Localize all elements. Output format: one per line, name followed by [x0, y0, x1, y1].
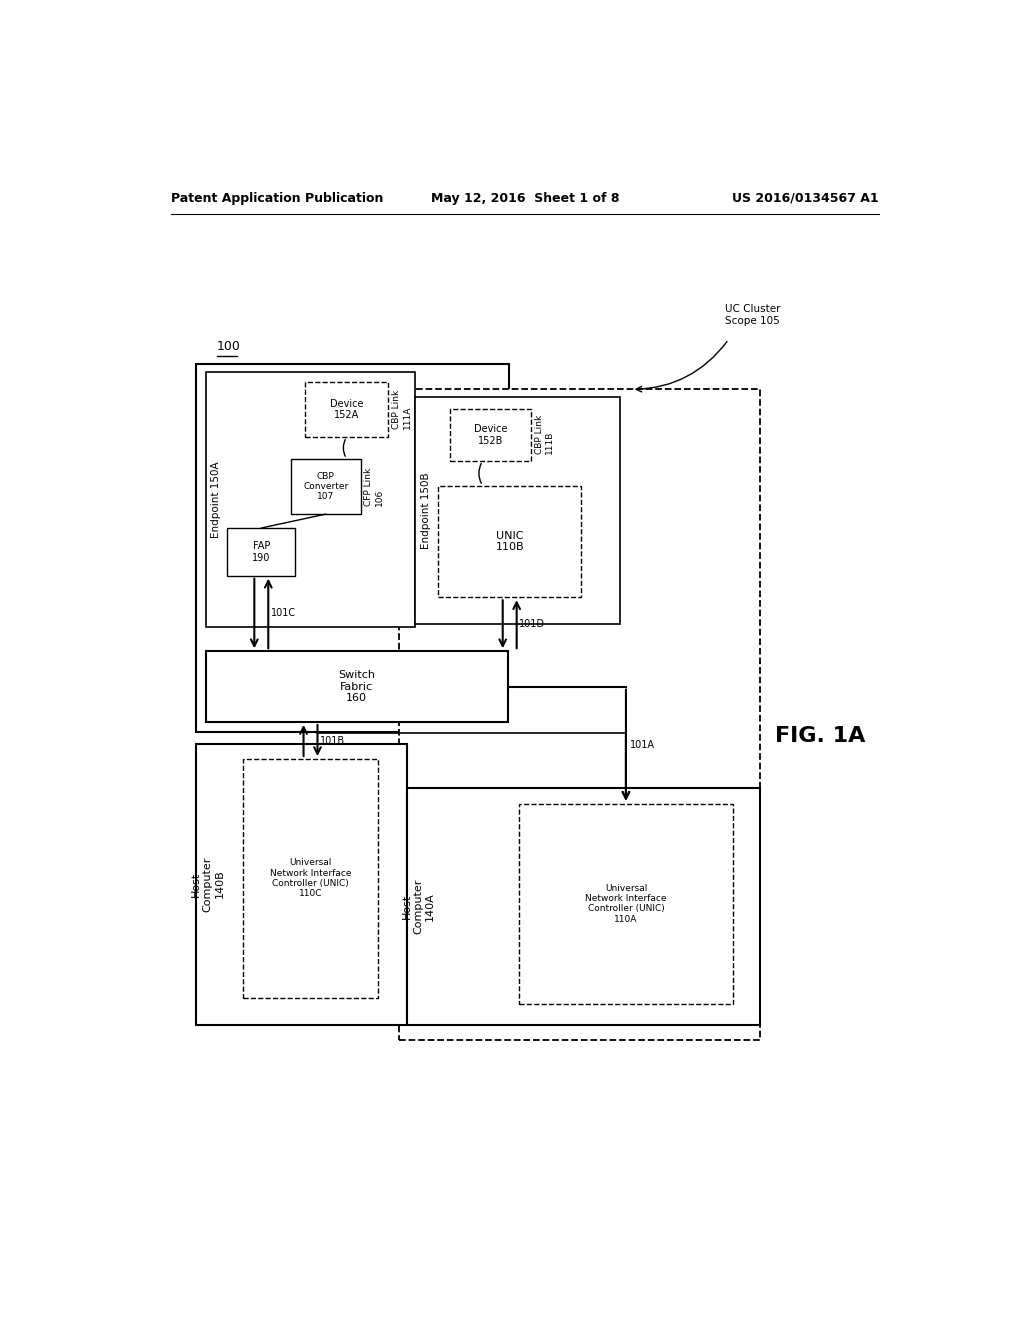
Text: Endpoint 150B: Endpoint 150B [421, 473, 431, 549]
Text: 101D: 101D [519, 619, 545, 630]
Text: FIG. 1A: FIG. 1A [775, 726, 865, 746]
Text: Patent Application Publication: Patent Application Publication [171, 191, 383, 205]
Bar [305, 381, 388, 437]
Text: Universal
Network Interface
Controller (UNIC)
110A: Universal Network Interface Controller (… [585, 883, 667, 924]
Text: Host
Computer
140B: Host Computer 140B [191, 857, 224, 912]
Bar [519, 804, 732, 1003]
Text: 101B: 101B [319, 735, 345, 746]
Bar [407, 788, 760, 1024]
Text: 100: 100 [217, 341, 241, 354]
Bar [206, 372, 415, 627]
Bar [197, 364, 509, 733]
FancyArrowPatch shape [636, 342, 727, 392]
Text: 101C: 101C [270, 609, 296, 619]
Text: Device
152A: Device 152A [330, 399, 364, 420]
Bar [206, 651, 508, 722]
Text: Endpoint 150A: Endpoint 150A [211, 461, 221, 537]
Text: May 12, 2016  Sheet 1 of 8: May 12, 2016 Sheet 1 of 8 [430, 191, 620, 205]
Text: FAP
190: FAP 190 [252, 541, 270, 562]
Text: 101A: 101A [630, 741, 654, 750]
Text: CBP Link
111A: CBP Link 111A [392, 389, 412, 429]
Text: Device
152B: Device 152B [473, 424, 507, 446]
Bar [399, 389, 760, 1040]
Text: Universal
Network Interface
Controller (UNIC)
110C: Universal Network Interface Controller (… [269, 858, 351, 899]
Bar [227, 528, 295, 576]
Text: Host
Computer
140A: Host Computer 140A [402, 879, 435, 935]
Text: CFP Link
106: CFP Link 106 [365, 467, 384, 506]
Bar [197, 743, 407, 1024]
Bar [450, 409, 531, 461]
Text: Switch
Fabric
160: Switch Fabric 160 [338, 671, 375, 704]
Text: UNIC
110B: UNIC 110B [496, 531, 524, 552]
Text: UC Cluster
Scope 105: UC Cluster Scope 105 [725, 304, 780, 326]
Text: CBP
Converter
107: CBP Converter 107 [303, 471, 348, 502]
Bar [438, 486, 582, 598]
Bar [243, 759, 378, 998]
Bar [291, 459, 360, 515]
Text: CBP Link
111B: CBP Link 111B [535, 416, 554, 454]
Text: US 2016/0134567 A1: US 2016/0134567 A1 [732, 191, 879, 205]
Bar [415, 397, 621, 624]
